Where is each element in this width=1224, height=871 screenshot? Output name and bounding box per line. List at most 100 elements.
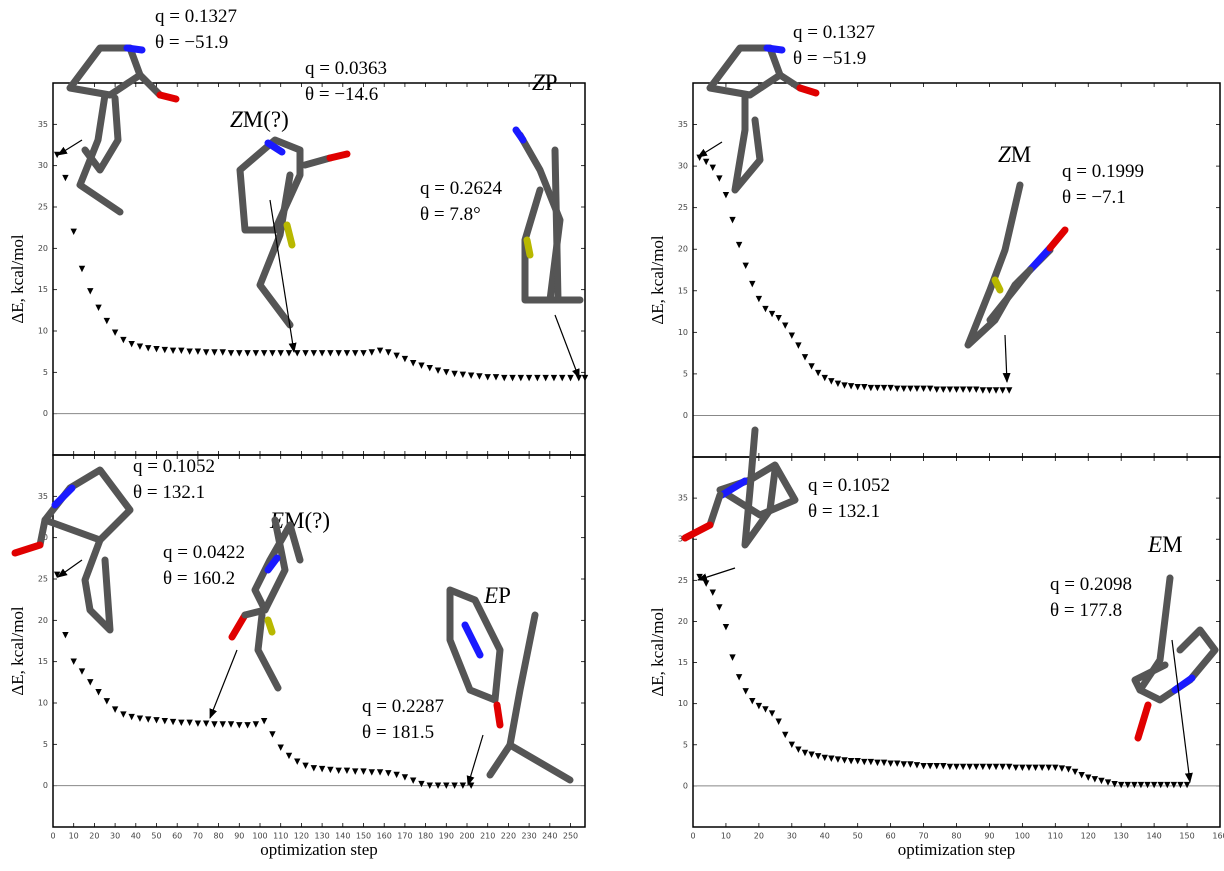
data-point [261, 718, 267, 724]
isomer-label: ZM [998, 142, 1031, 167]
data-point [1184, 782, 1190, 788]
data-point [178, 348, 184, 354]
data-point [795, 747, 801, 753]
x-tick-label: 170 [397, 832, 412, 841]
data-point [567, 375, 573, 381]
data-point [960, 764, 966, 770]
data-point [170, 348, 176, 354]
data-point [137, 716, 143, 722]
annotation-theta: θ = −7.1 [1062, 187, 1126, 208]
data-point [186, 348, 192, 354]
x-tick-label: 60 [886, 832, 896, 841]
data-point [736, 674, 742, 680]
data-point [451, 371, 457, 377]
data-point [815, 370, 821, 376]
panel: 0510152025303501020304050607080901001101… [648, 457, 1224, 859]
data-point [868, 759, 874, 765]
data-point [1059, 765, 1065, 771]
data-point [319, 766, 325, 772]
x-tick-label: 140 [1146, 832, 1161, 841]
y-tick-label: 15 [678, 658, 688, 667]
data-point [286, 350, 292, 356]
isomer-label-italic: Z [230, 107, 243, 132]
data-point [947, 764, 953, 770]
y-tick-label: 35 [38, 120, 48, 129]
data-point [1111, 781, 1117, 787]
annotation-q: q = 0.0363 [305, 58, 387, 79]
isomer-label-rest: P [498, 583, 511, 608]
data-point [743, 263, 749, 269]
y-tick-label: 10 [38, 699, 48, 708]
data-point [120, 337, 126, 343]
data-point [195, 348, 201, 354]
x-tick-label: 180 [418, 832, 433, 841]
data-point [808, 751, 814, 757]
data-point [934, 763, 940, 769]
data-point [402, 356, 408, 362]
y-tick-label: 15 [38, 657, 48, 666]
data-point [302, 350, 308, 356]
data-point [907, 761, 913, 767]
data-point [228, 350, 234, 356]
data-point [953, 386, 959, 392]
annotation-q: q = 0.0422 [163, 542, 245, 563]
data-point [716, 175, 722, 181]
data-point [104, 318, 110, 324]
data-point [327, 767, 333, 773]
data-point [749, 281, 755, 287]
data-point [1105, 779, 1111, 785]
data-point [808, 363, 814, 369]
data-point [509, 375, 515, 381]
page: 05101520253035ΔE, kcal/molq = 0.1327θ = … [0, 0, 1224, 871]
x-tick-label: 50 [853, 832, 863, 841]
data-point [236, 722, 242, 728]
annotation-q: q = 0.2624 [420, 178, 502, 199]
data-point [874, 385, 880, 391]
data-point [927, 386, 933, 392]
data-point [901, 386, 907, 392]
y-tick-label: 25 [678, 576, 688, 585]
data-point [319, 350, 325, 356]
data-point [822, 755, 828, 761]
data-point [986, 764, 992, 770]
data-point [894, 386, 900, 392]
data-point [418, 363, 424, 369]
y-tick-label: 5 [43, 740, 48, 749]
y-tick-label: 10 [678, 328, 688, 337]
data-point [104, 698, 110, 704]
data-point [980, 764, 986, 770]
isomer-label-rest: M [1162, 532, 1182, 557]
annotation-theta: θ = 132.1 [133, 482, 205, 503]
y-tick-label: 20 [678, 617, 688, 626]
data-point [352, 768, 358, 774]
data-point [534, 375, 540, 381]
data-point [71, 658, 77, 664]
data-point [203, 349, 209, 355]
data-point [861, 759, 867, 765]
data-point [244, 722, 250, 728]
data-point [756, 296, 762, 302]
data-point [352, 350, 358, 356]
x-tick-label: 160 [377, 832, 392, 841]
x-tick-label: 200 [459, 832, 474, 841]
data-point [153, 346, 159, 352]
data-point [775, 315, 781, 321]
data-point [410, 778, 416, 784]
data-point [1026, 765, 1032, 771]
isomer-label-italic: Z [532, 70, 545, 95]
x-tick-label: 130 [1114, 832, 1129, 841]
data-point [402, 774, 408, 780]
data-point [848, 758, 854, 764]
data-point [311, 350, 317, 356]
x-tick-label: 30 [110, 832, 120, 841]
data-point [887, 760, 893, 766]
data-point [894, 760, 900, 766]
x-tick-label: 150 [1179, 832, 1194, 841]
data-point [729, 654, 735, 660]
data-point [294, 350, 300, 356]
figure: 05101520253035ΔE, kcal/molq = 0.1327θ = … [0, 0, 1224, 871]
data-point [966, 764, 972, 770]
data-point [775, 719, 781, 725]
data-point [999, 387, 1005, 393]
x-axis-label: optimization step [260, 840, 378, 859]
